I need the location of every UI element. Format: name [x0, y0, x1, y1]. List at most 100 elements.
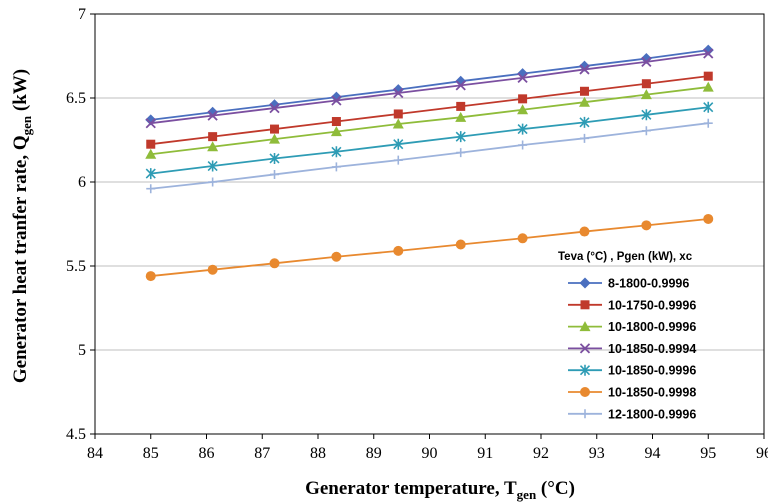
- series-line: [150, 75, 709, 146]
- data-point: [208, 132, 218, 142]
- data-point: [269, 133, 281, 144]
- x-tick-label: 86: [199, 445, 215, 462]
- legend-item: 10-1850-0.9998: [568, 386, 696, 400]
- legend: Teva (°C) , Pgen (kW), xc 8-1800-0.9996 1…: [558, 251, 696, 421]
- legend-marker: [579, 343, 591, 354]
- y-tick-label: 6: [78, 174, 86, 191]
- legend-label: 12-1800-0.9996: [608, 407, 696, 421]
- data-point: [207, 264, 218, 275]
- legend-item: 10-1750-0.9996: [568, 298, 696, 312]
- data-point: [517, 123, 528, 135]
- data-point: [456, 101, 466, 111]
- data-point: [331, 117, 341, 127]
- legend-marker: [579, 364, 591, 376]
- data-point: [207, 160, 218, 172]
- x-tick-label: 88: [310, 445, 326, 462]
- data-point: [331, 251, 342, 262]
- series-1: [146, 71, 713, 149]
- legend-label: 10-1850-0.9994: [608, 342, 696, 356]
- series-line: [150, 122, 709, 190]
- legend-label: 8-1800-0.9996: [608, 277, 689, 291]
- series-group: [145, 44, 714, 282]
- data-point: [270, 124, 280, 134]
- data-point: [146, 184, 156, 194]
- x-tick-label: 85: [143, 445, 159, 462]
- legend-item: 8-1800-0.9996: [568, 277, 689, 291]
- legend-item: 10-1850-0.9994: [568, 342, 696, 356]
- data-point: [330, 126, 342, 137]
- data-point: [578, 96, 590, 107]
- x-tick-label: 94: [645, 445, 661, 462]
- data-point: [703, 48, 714, 59]
- data-point: [455, 111, 467, 122]
- y-tick-label: 4.5: [66, 426, 86, 443]
- data-point: [518, 140, 528, 150]
- data-point: [145, 118, 156, 129]
- data-point: [269, 102, 280, 114]
- series-line: [150, 218, 709, 277]
- data-point: [393, 155, 403, 165]
- y-tick-label: 5.5: [66, 258, 86, 275]
- x-tick-label: 90: [422, 445, 438, 462]
- data-point: [703, 71, 713, 81]
- series-4: [145, 101, 714, 180]
- data-point: [145, 168, 156, 180]
- data-point: [641, 126, 651, 136]
- data-point: [518, 94, 528, 104]
- series-line: [150, 49, 709, 121]
- data-point: [641, 220, 652, 231]
- series-2: [145, 81, 714, 159]
- data-point: [331, 146, 342, 158]
- data-point: [640, 89, 652, 100]
- x-tick-label: 87: [254, 445, 270, 462]
- data-point: [641, 79, 651, 89]
- y-tick-label: 7: [78, 6, 86, 23]
- data-point: [517, 104, 529, 115]
- y-tick-label: 6.5: [66, 90, 86, 107]
- data-point: [331, 162, 341, 172]
- data-point: [270, 169, 280, 179]
- legend-item: 10-1850-0.9996: [568, 364, 696, 378]
- data-point: [269, 152, 280, 164]
- x-tick-label: 92: [533, 445, 549, 462]
- data-point: [579, 86, 589, 96]
- series-3: [145, 48, 714, 129]
- data-point: [208, 177, 218, 187]
- x-tick-label: 91: [477, 445, 493, 462]
- data-point: [579, 64, 590, 75]
- data-point: [331, 95, 342, 106]
- legend-item: 10-1800-0.9996: [568, 320, 696, 334]
- data-point: [145, 271, 156, 282]
- x-axis-ticks: 84 85 86 87 88 89 90 91 92 93 94 95 96: [87, 434, 768, 462]
- data-point: [207, 141, 219, 152]
- y-tick-label: 5: [78, 342, 86, 359]
- data-point: [641, 56, 652, 68]
- data-point: [579, 133, 589, 143]
- data-point: [455, 80, 466, 91]
- data-point: [393, 245, 404, 256]
- legend-marker: [579, 277, 591, 289]
- data-point: [455, 75, 467, 87]
- legend-item: 12-1800-0.9996: [568, 407, 696, 421]
- data-point: [517, 68, 529, 80]
- data-point: [393, 138, 404, 150]
- y-axis-ticks: 4.5 5 5.5 6 6.5 7: [66, 6, 95, 443]
- series-line: [150, 52, 709, 125]
- legend-label: 10-1850-0.9998: [608, 386, 696, 400]
- series-line: [150, 106, 709, 175]
- data-point: [517, 233, 528, 244]
- data-point: [456, 148, 466, 158]
- data-point: [702, 44, 714, 56]
- x-tick-label: 89: [366, 445, 382, 462]
- legend-title: Teva (°C) , Pgen (kW), xc: [558, 251, 693, 263]
- legend-marker: [580, 300, 590, 310]
- data-point: [579, 226, 590, 237]
- data-point: [517, 72, 528, 83]
- legend-marker: [580, 387, 590, 397]
- x-tick-label: 84: [87, 445, 103, 462]
- x-tick-label: 95: [700, 445, 716, 462]
- data-point: [455, 239, 466, 250]
- data-point: [392, 118, 404, 129]
- data-point: [145, 148, 157, 159]
